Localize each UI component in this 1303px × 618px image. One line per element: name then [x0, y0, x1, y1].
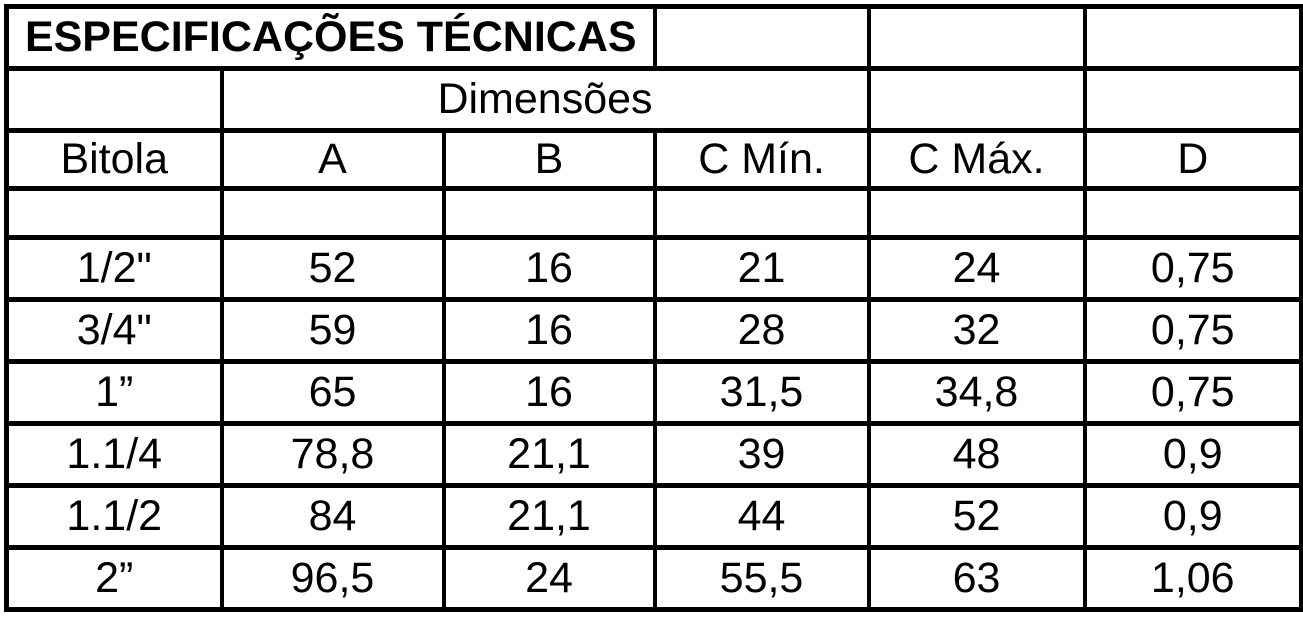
table-cell: 16: [441, 296, 657, 364]
table-cell: 24: [441, 544, 657, 613]
table-cell: 65: [219, 358, 446, 426]
bitola-value: 1”: [4, 358, 224, 426]
table-cell: 31,5: [652, 358, 871, 426]
table-row: 2” 96,5 24 55,5 63 1,06: [4, 544, 1303, 613]
table-cell: 21,1: [441, 482, 657, 550]
column-header-b: B: [441, 128, 657, 191]
column-header-bitola: Bitola: [4, 128, 224, 191]
column-header-c-min: C Mín.: [652, 128, 871, 191]
table-cell: 0,9: [1082, 420, 1303, 488]
table-cell: 16: [441, 358, 657, 426]
table-cell: 55,5: [652, 544, 871, 613]
bitola-value: 1.1/4: [4, 420, 224, 488]
table-cell: 84: [219, 482, 446, 550]
table-cell: 21,1: [441, 420, 657, 488]
column-header-a: A: [219, 128, 446, 191]
bitola-value: 3/4": [4, 296, 224, 364]
table-row: 1.1/2 84 21,1 44 52 0,9: [4, 482, 1303, 550]
table-cell: 59: [219, 296, 446, 364]
spacer-cell: [652, 185, 871, 240]
table-cell: 0,75: [1082, 296, 1303, 364]
technical-specs-table: ESPECIFICAÇÕES TÉCNICAS Dimensões Bitola…: [4, 3, 1303, 613]
title-row-empty-cell: [1082, 3, 1303, 72]
spacer-cell: [1082, 185, 1303, 240]
table-cell: 24: [866, 234, 1087, 302]
title-row-empty-cell: [866, 3, 1087, 72]
column-header-d: D: [1082, 128, 1303, 191]
table-cell: 39: [652, 420, 871, 488]
group-header-row: Dimensões: [4, 66, 1303, 134]
table-row: 1.1/4 78,8 21,1 39 48 0,9: [4, 420, 1303, 488]
spacer-cell: [219, 185, 446, 240]
table-row: 1/2" 52 16 21 24 0,75: [4, 234, 1303, 302]
table-cell: 48: [866, 420, 1087, 488]
table-cell: 96,5: [219, 544, 446, 613]
spacer-cell: [4, 185, 224, 240]
table-row: 3/4" 59 16 28 32 0,75: [4, 296, 1303, 364]
bitola-value: 1/2": [4, 234, 224, 302]
bitola-value: 2”: [4, 544, 224, 613]
title-row-empty-cell: [652, 3, 871, 72]
table-cell: 63: [866, 544, 1087, 613]
table-cell: 21: [652, 234, 871, 302]
title-row: ESPECIFICAÇÕES TÉCNICAS: [4, 3, 1303, 72]
group-row-empty-cell: [4, 66, 224, 134]
spacer-cell: [866, 185, 1087, 240]
table-cell: 52: [219, 234, 446, 302]
spacer-row: [4, 185, 1303, 240]
table-cell: 16: [441, 234, 657, 302]
bitola-value: 1.1/2: [4, 482, 224, 550]
table-title: ESPECIFICAÇÕES TÉCNICAS: [4, 3, 657, 72]
column-header-row: Bitola A B C Mín. C Máx. D: [4, 128, 1303, 191]
table-cell: 78,8: [219, 420, 446, 488]
table-cell: 0,75: [1082, 234, 1303, 302]
table-cell: 1,06: [1082, 544, 1303, 613]
group-row-empty-cell: [866, 66, 1087, 134]
dimensions-group-header: Dimensões: [219, 66, 871, 134]
column-header-c-max: C Máx.: [866, 128, 1087, 191]
table-row: 1” 65 16 31,5 34,8 0,75: [4, 358, 1303, 426]
table-cell: 44: [652, 482, 871, 550]
table-cell: 0,75: [1082, 358, 1303, 426]
table-cell: 28: [652, 296, 871, 364]
group-row-empty-cell: [1082, 66, 1303, 134]
table-cell: 34,8: [866, 358, 1087, 426]
spacer-cell: [441, 185, 657, 240]
table-cell: 52: [866, 482, 1087, 550]
table-cell: 0,9: [1082, 482, 1303, 550]
table-cell: 32: [866, 296, 1087, 364]
